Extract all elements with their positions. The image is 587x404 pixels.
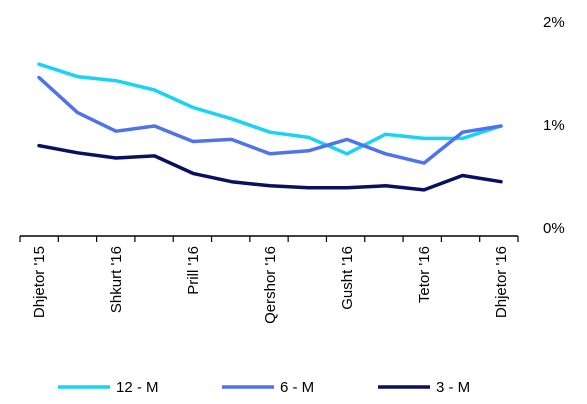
x-tick-label: Gusht '16 — [339, 246, 356, 310]
x-tick-label: Dhjetor '16 — [493, 246, 510, 318]
x-tick-label: Tetor '16 — [416, 246, 433, 303]
legend-label: 6 - M — [280, 379, 314, 396]
y-tick-label: 1% — [543, 117, 565, 134]
y-tick-label: 2% — [543, 14, 565, 31]
series-line-6-m — [37, 75, 503, 165]
x-axis-ticks: Dhjetor '15 Shkurt '16 Prill '16 Qershor '1… — [19, 236, 519, 324]
series-line-12-m — [37, 62, 503, 156]
y-tick-label: 0% — [543, 220, 565, 237]
x-tick-label: Prill '16 — [185, 246, 202, 295]
series-lines — [37, 62, 503, 192]
x-tick-label: Shkurt '16 — [108, 246, 125, 313]
legend-label: 12 - M — [116, 379, 159, 396]
legend: 12 - M 6 - M 3 - M — [58, 379, 470, 396]
legend-label: 3 - M — [436, 379, 470, 396]
x-tick-label: Qershor '16 — [262, 246, 279, 324]
y-axis-tick-labels: 0% 1% 2% — [543, 14, 565, 237]
series-line-3-m — [37, 143, 503, 192]
x-tick-label: Dhjetor '15 — [31, 246, 48, 318]
